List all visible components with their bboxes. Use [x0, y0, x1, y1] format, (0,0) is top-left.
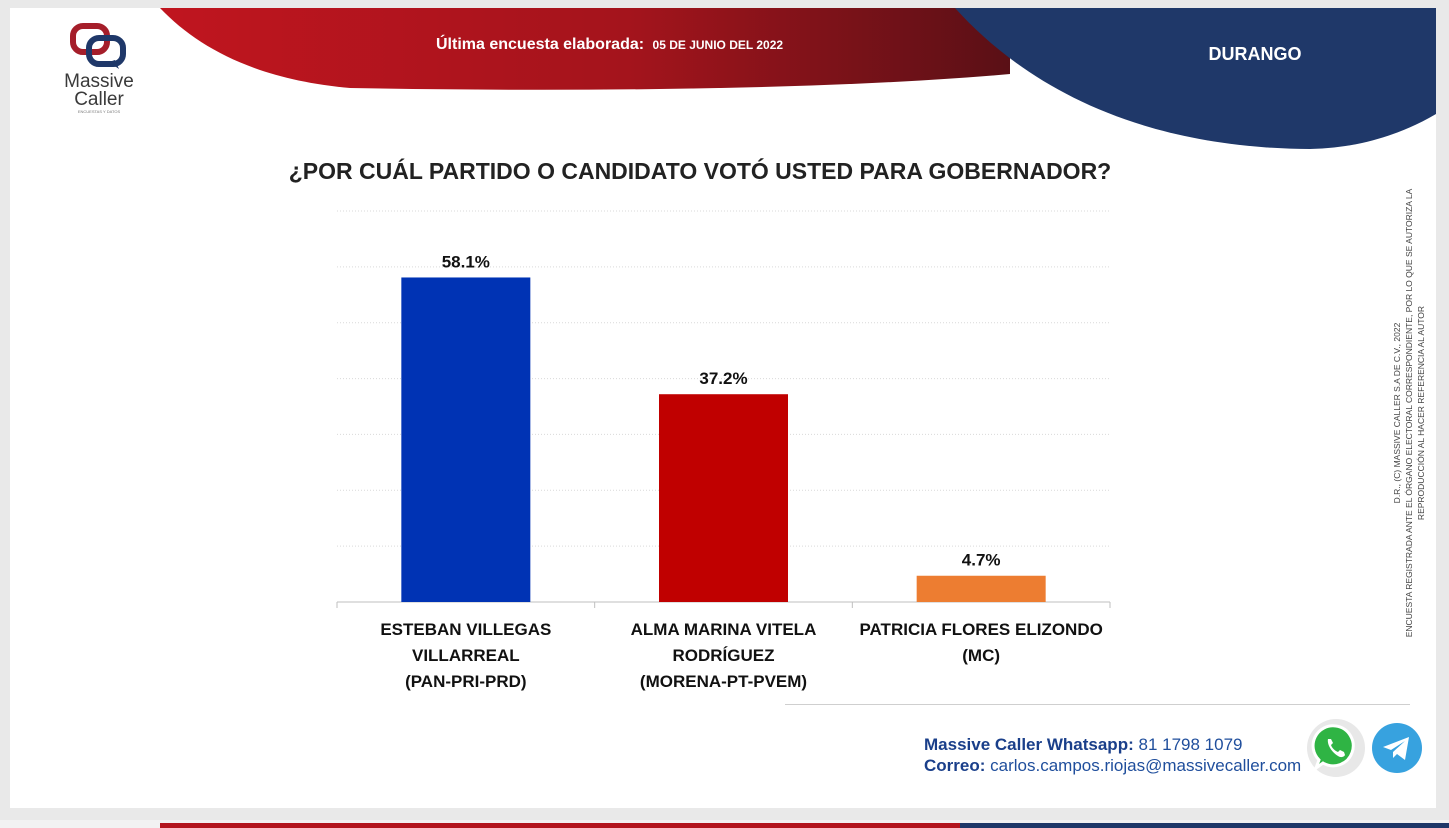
contact-info: Massive Caller Whatsapp: 81 1798 1079 Co… — [924, 734, 1301, 776]
whatsapp-icon[interactable] — [1306, 718, 1366, 778]
survey-date-label: Última encuesta elaborada: 05 DE JUNIO D… — [436, 36, 783, 54]
chart-title: ¿POR CUÁL PARTIDO O CANDIDATO VOTÓ USTED… — [288, 158, 1112, 184]
x-tick-label-line: RODRÍGUEZ — [672, 646, 775, 665]
next-slide-strip — [0, 820, 1449, 828]
footer-divider — [785, 704, 1410, 705]
header-banner — [160, 8, 1436, 149]
data-label: 37.2% — [699, 369, 747, 388]
survey-date: 05 DE JUNIO DEL 2022 — [652, 38, 784, 52]
whatsapp-line: Massive Caller Whatsapp: 81 1798 1079 — [924, 734, 1301, 755]
x-tick-label-line: ESTEBAN VILLEGAS — [380, 620, 552, 639]
logo-name-line2: Caller — [74, 89, 124, 110]
copyright-line2: ENCUESTA REGISTRADA ANTE EL ÓRGANO ELECT… — [1404, 188, 1426, 638]
x-tick-label-line: VILLARREAL — [411, 646, 520, 665]
bar-chart: 58.1% 37.2% 4.7% — [336, 210, 1111, 608]
x-tick-label-line: ALMA MARINA VITELA — [630, 620, 817, 639]
copyright-note: D.R., (C) MASSIVE CALLER S.A DE C.V., 20… — [1387, 178, 1436, 648]
bar — [659, 394, 788, 602]
x-tick-label-line: (MORENA-PT-PVEM) — [639, 672, 808, 691]
survey-label: Última encuesta elaborada: — [436, 36, 645, 53]
x-tick-label-line: (MC) — [962, 646, 1001, 665]
email-label: Correo: — [924, 756, 986, 775]
logo-name-line1: Massive — [64, 71, 134, 92]
logo-tagline: ENCUESTAS Y DATOS — [77, 109, 121, 114]
logo-mark-icon — [70, 23, 126, 69]
data-label: 4.7% — [962, 551, 1001, 570]
x-tick-label-line: PATRICIA FLORES ELIZONDO — [859, 620, 1103, 639]
copyright-line1: D.R., (C) MASSIVE CALLER S.A DE C.V., 20… — [1392, 322, 1402, 504]
telegram-icon[interactable] — [1371, 722, 1423, 774]
slide: Massive Caller ENCUESTAS Y DATOS Última … — [10, 8, 1436, 808]
email-address[interactable]: carlos.campos.riojas@massivecaller.com — [990, 756, 1302, 775]
whatsapp-number[interactable]: 81 1798 1079 — [1138, 735, 1243, 754]
x-tick-label: ALMA MARINA VITELA RODRÍGUEZ (MORENA-PT-PV… — [599, 617, 849, 695]
bar — [401, 277, 531, 602]
bar — [916, 575, 1046, 602]
region-label: DURANGO — [1208, 44, 1302, 64]
data-label: 58.1% — [442, 252, 490, 271]
massive-caller-logo: Massive Caller ENCUESTAS Y DATOS — [54, 22, 144, 122]
x-tick-label: PATRICIA FLORES ELIZONDO (MC) — [856, 617, 1106, 669]
x-tick-label-line: (PAN-PRI-PRD) — [405, 672, 527, 691]
whatsapp-label: Massive Caller Whatsapp: — [924, 735, 1134, 754]
email-line: Correo: carlos.campos.riojas@massivecall… — [924, 755, 1301, 776]
x-tick-label: ESTEBAN VILLEGAS VILLARREAL (PAN-PRI-PRD) — [341, 617, 591, 695]
